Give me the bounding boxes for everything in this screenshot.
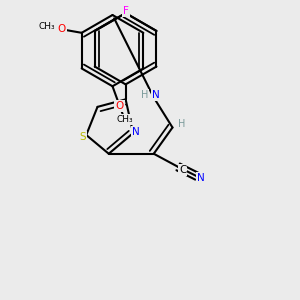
Text: O: O [116, 100, 124, 111]
Text: C: C [179, 165, 186, 175]
Text: N: N [152, 89, 160, 100]
Text: H: H [178, 119, 186, 129]
Text: H: H [141, 89, 148, 100]
Text: N: N [132, 127, 140, 137]
Text: O: O [57, 24, 65, 34]
Text: S: S [79, 132, 86, 142]
Text: F: F [123, 6, 129, 16]
Text: CH₃: CH₃ [116, 115, 133, 124]
Text: CH₃: CH₃ [39, 22, 56, 31]
Text: N: N [197, 173, 205, 183]
